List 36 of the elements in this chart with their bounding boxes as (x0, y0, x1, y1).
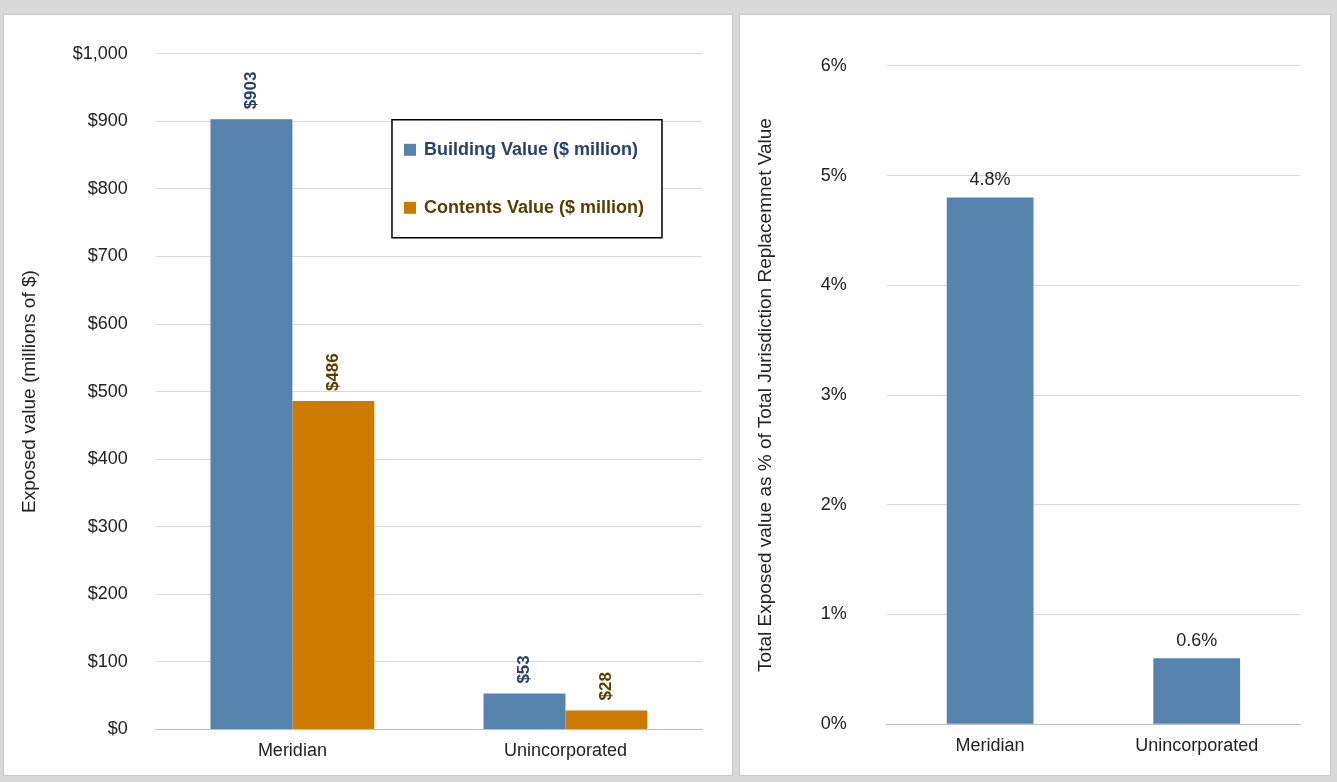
y-tick-label: 6% (820, 54, 847, 75)
y-tick-label: 0% (820, 713, 847, 734)
data-label: 0.6% (1176, 630, 1218, 651)
y-tick-label: $500 (87, 380, 128, 401)
y-tick-label: $100 (87, 650, 128, 671)
y-tick-label: $400 (87, 448, 128, 469)
y-tick-label: 4% (820, 274, 847, 295)
bar (292, 401, 375, 729)
y-tick-label: $600 (87, 313, 128, 334)
bar (210, 119, 293, 729)
y-tick-label: 1% (820, 603, 847, 624)
x-tick-label: Meridian (955, 734, 1025, 755)
y-tick-label: $300 (87, 515, 128, 536)
y-axis-title: Exposed value (millions of $) (17, 270, 39, 514)
y-tick-label: $200 (87, 583, 128, 604)
y-tick-label: 5% (820, 164, 847, 185)
y-tick-label: $1,000 (72, 42, 128, 63)
y-tick-label: $700 (87, 245, 128, 266)
bar (483, 693, 566, 729)
legend-label: Contents Value ($ million) (423, 196, 645, 217)
data-label: $28 (596, 672, 616, 701)
y-tick-label: 2% (820, 493, 847, 514)
x-tick-label: Meridian (257, 740, 327, 761)
legend-label: Building Value ($ million) (423, 138, 638, 159)
x-tick-label: Unincorporated (503, 740, 627, 761)
y-tick-label: 3% (820, 383, 847, 404)
y-axis-title: Total Exposed value as % of Total Jurisdiction Replacemnet Value (753, 118, 775, 672)
data-label: $903 (241, 71, 261, 110)
y-tick-label: $900 (87, 110, 128, 131)
data-label: $53 (514, 655, 534, 684)
y-tick-label: $800 (87, 177, 128, 198)
y-tick-label: $0 (107, 718, 128, 739)
x-tick-label: Unincorporated (1135, 734, 1259, 755)
data-label: 4.8% (969, 169, 1011, 190)
data-label: $486 (323, 353, 343, 392)
bar (565, 710, 648, 729)
